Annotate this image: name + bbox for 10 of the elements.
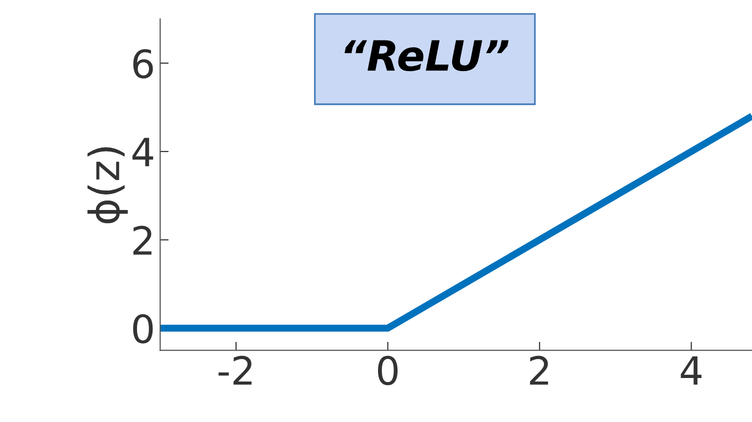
- x-tick-label: 4: [680, 356, 702, 385]
- x-tick-label: 0: [378, 356, 398, 386]
- x-tick-label: 2: [530, 356, 548, 385]
- chart-title: “ReLU”: [344, 40, 509, 72]
- x-tick-label: -2: [218, 356, 252, 385]
- y-tick-label: 6: [133, 49, 153, 78]
- y-tick-label: 4: [132, 138, 154, 166]
- y-tick-label: 0: [133, 314, 153, 344]
- y-axis-title: ϕ(z): [87, 147, 128, 224]
- y-tick-label: 2: [133, 226, 152, 255]
